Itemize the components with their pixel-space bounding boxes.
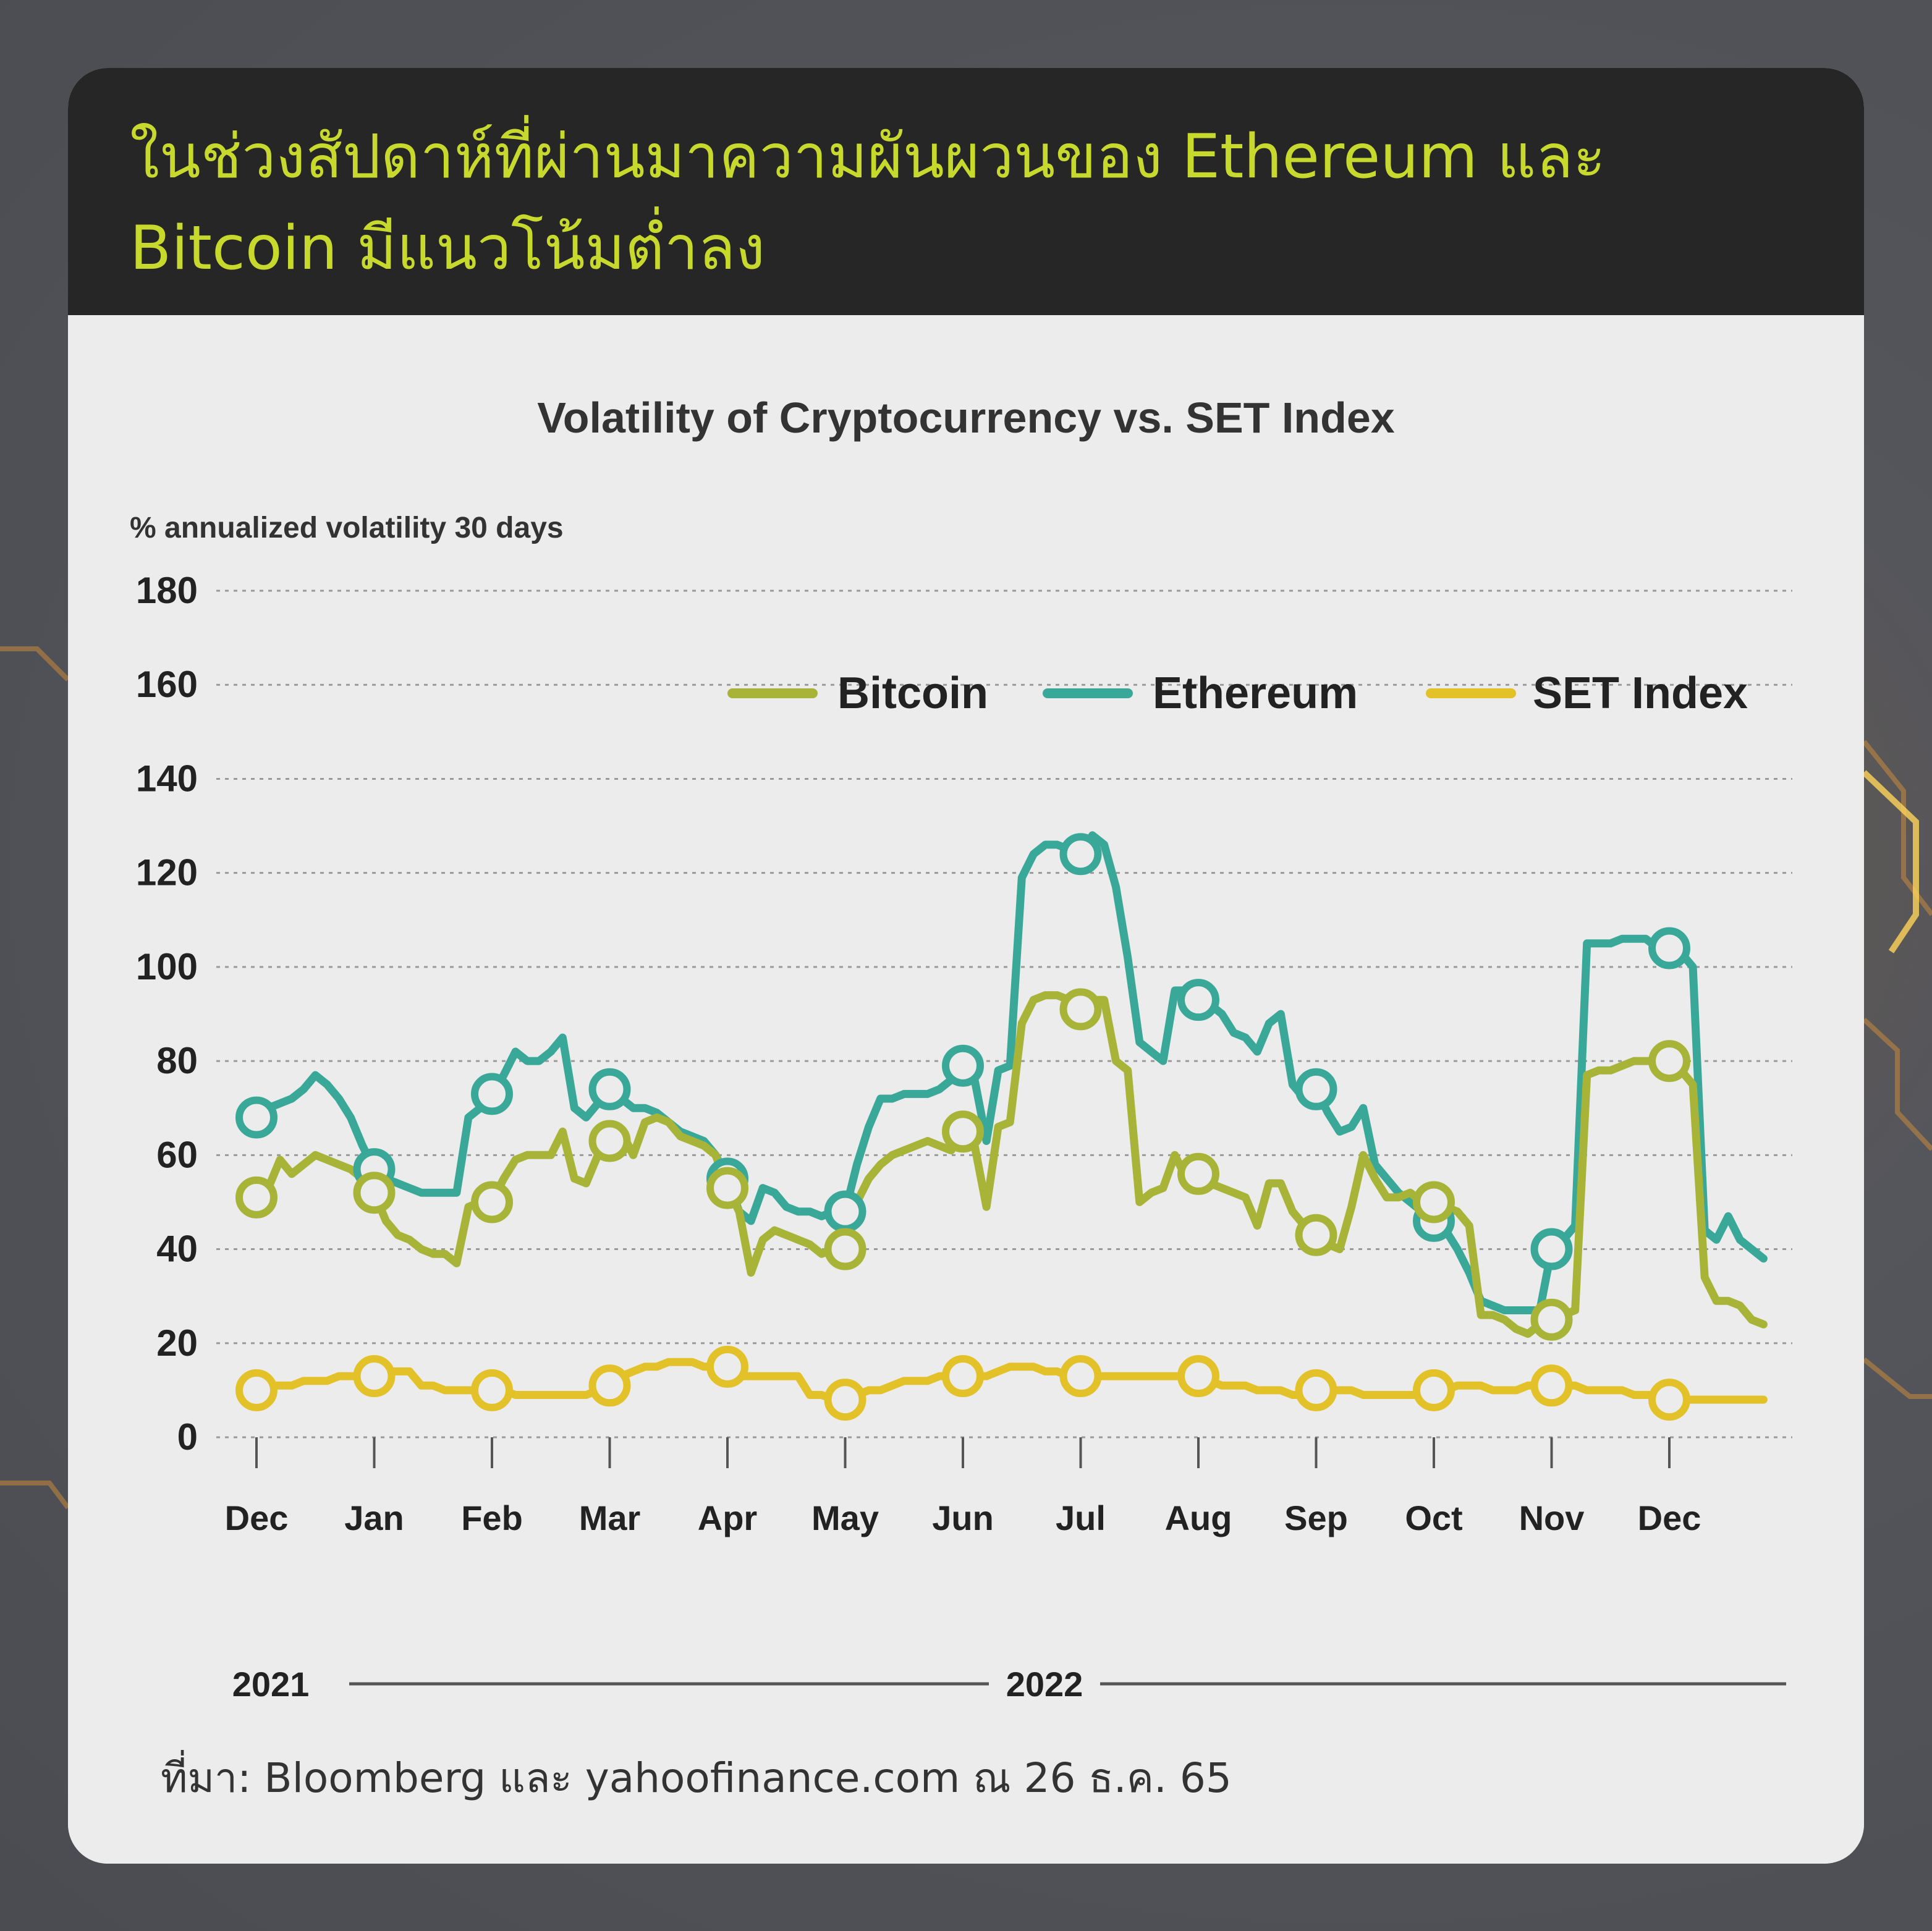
data-point-marker (824, 1190, 866, 1233)
data-point-marker (471, 1181, 513, 1223)
y-axis: 180 160 140 120 100 80 60 40 20 0 (136, 570, 198, 1458)
legend: Bitcoin Ethereum SET Index (727, 669, 1748, 718)
data-point-marker (353, 1355, 396, 1398)
data-point-marker (235, 1176, 278, 1219)
y-tick-label: 80 (156, 1040, 198, 1081)
data-point-marker (235, 1369, 278, 1411)
header-title: ในช่วงสัปดาห์ที่ผ่านมาความผันผวนของ Ethe… (130, 122, 1606, 284)
data-point-marker (1648, 1040, 1690, 1083)
x-tick-label: Sep (1284, 1498, 1348, 1537)
x-tick-label: Jun (932, 1498, 994, 1537)
y-tick-label: 40 (156, 1228, 198, 1270)
data-point-marker (588, 1068, 631, 1110)
source-note: ที่มา: Bloomberg และ yahoofinance.com ณ … (161, 1754, 1232, 1802)
year-label: 2022 (1006, 1665, 1083, 1704)
data-point-marker (1530, 1298, 1573, 1341)
data-point-marker (1648, 1379, 1690, 1421)
data-point-marker (942, 1355, 984, 1398)
y-axis-label: % annualized volatility 30 days (130, 512, 564, 544)
x-tick-label: Apr (698, 1498, 757, 1537)
y-tick-label: 60 (156, 1134, 198, 1175)
y-tick-label: 120 (136, 852, 198, 894)
x-tick-label: Dec (225, 1498, 289, 1537)
y-tick-label: 20 (156, 1322, 198, 1364)
x-tick-label: Oct (1405, 1498, 1462, 1537)
x-tick-label: Mar (579, 1498, 641, 1537)
data-point-marker (1648, 927, 1690, 970)
legend-label: Ethereum (1153, 669, 1358, 718)
data-point-marker (1177, 979, 1219, 1021)
data-point-marker (471, 1073, 513, 1115)
x-tick-label: Jul (1056, 1498, 1106, 1537)
data-point-marker (824, 1379, 866, 1421)
data-point-marker (1530, 1228, 1573, 1270)
x-tick-label: Feb (461, 1498, 523, 1537)
x-tick-label: Dec (1638, 1498, 1701, 1537)
data-point-marker (942, 1044, 984, 1087)
header-banner: ในช่วงสัปดาห์ที่ผ่านมาความผันผวนของ Ethe… (68, 68, 1864, 315)
data-point-marker (706, 1167, 748, 1209)
x-tick-label: Jan (344, 1498, 404, 1537)
volatility-chart: Volatility of Cryptocurrency vs. SET Ind… (130, 394, 1792, 1704)
data-point-marker (1413, 1181, 1455, 1223)
data-point-marker (1530, 1364, 1573, 1407)
data-point-marker (588, 1120, 631, 1162)
year-label: 2021 (232, 1665, 310, 1704)
data-point-marker (235, 1096, 278, 1139)
y-tick-label: 180 (136, 570, 198, 611)
data-point-marker (1059, 1355, 1102, 1398)
data-point-marker (1059, 833, 1102, 876)
x-axis: Dec Jan Feb Mar Apr May Jun Jul Aug Sep Oct Nov Dec (225, 1437, 1701, 1537)
infographic-card: ในช่วงสัปดาห์ที่ผ่านมาความผันผวนของ Ethe… (68, 68, 1864, 1864)
y-tick-label: 140 (136, 758, 198, 799)
data-point-marker (588, 1364, 631, 1407)
data-point-marker (824, 1228, 866, 1270)
y-tick-label: 160 (136, 664, 198, 705)
data-point-marker (1295, 1214, 1337, 1256)
legend-label: Bitcoin (837, 669, 988, 718)
year-axis: 2021 2022 (232, 1665, 1786, 1704)
data-point-marker (471, 1369, 513, 1411)
x-tick-label: Aug (1165, 1498, 1232, 1537)
chart-title: Volatility of Cryptocurrency vs. SET Ind… (537, 394, 1394, 442)
data-point-marker (353, 1172, 396, 1214)
data-point-marker (942, 1110, 984, 1153)
chart-panel (68, 340, 1864, 1864)
series-lines (235, 831, 1768, 1421)
series-line-bitcoin (252, 991, 1768, 1338)
y-tick-label: 100 (136, 946, 198, 987)
data-point-marker (1295, 1068, 1337, 1110)
data-point-marker (706, 1345, 748, 1388)
y-tick-label: 0 (177, 1416, 198, 1458)
data-point-marker (1413, 1369, 1455, 1411)
gridlines (216, 589, 1792, 1439)
series-line-ethereum (252, 831, 1768, 1314)
x-tick-label: Nov (1519, 1498, 1585, 1537)
legend-label: SET Index (1533, 669, 1748, 718)
data-point-marker (1177, 1355, 1219, 1398)
data-point-marker (1295, 1369, 1337, 1411)
data-point-marker (1059, 988, 1102, 1031)
data-point-marker (1177, 1152, 1219, 1195)
x-tick-label: May (811, 1498, 879, 1537)
